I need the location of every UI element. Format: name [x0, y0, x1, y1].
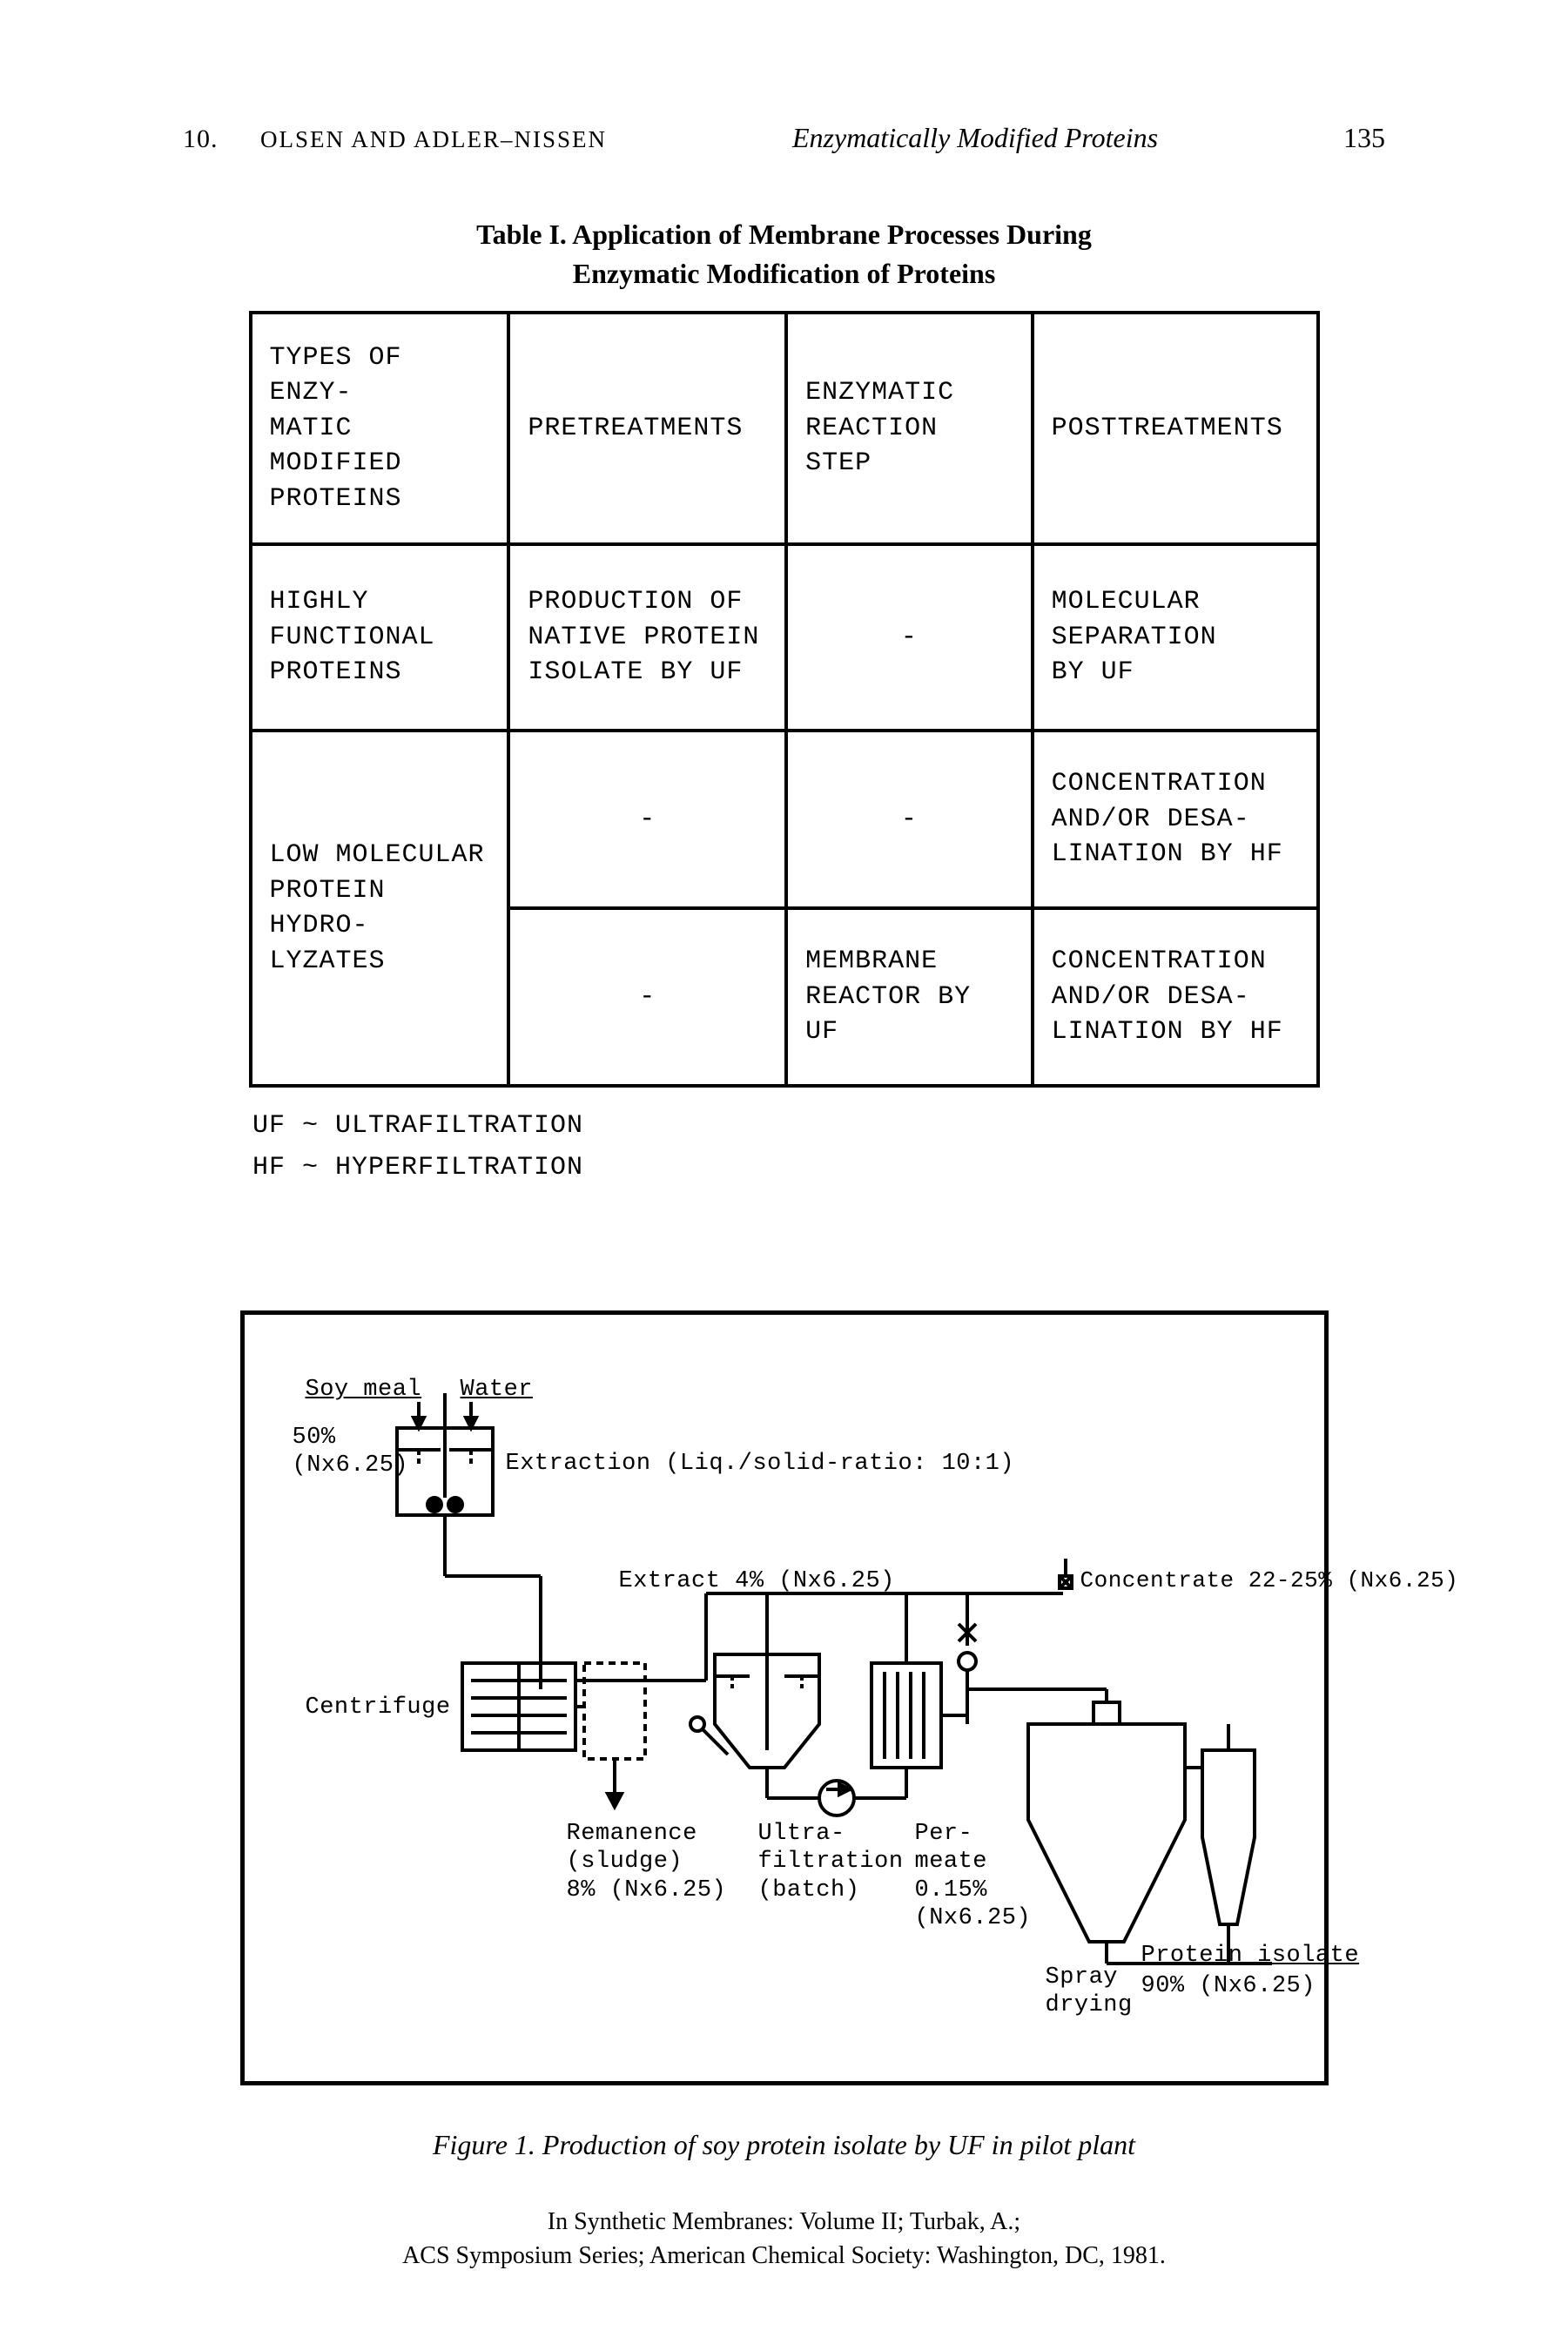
table-cell: -: [508, 908, 786, 1086]
label-extraction: Extraction (Liq./solid-ratio: 10:1): [506, 1450, 1015, 1478]
legend-uf: UF ~ ULTRAFILTRATION: [252, 1105, 1385, 1147]
table-cell: -: [786, 544, 1033, 731]
table-cell: MEMBRANEREACTOR BYUF: [786, 908, 1033, 1086]
label-spray: Spraydrying: [1046, 1964, 1133, 2020]
col-header-types: TYPES OF ENZY-MATIC MODIFIEDPROTEINS: [251, 313, 509, 545]
label-centrifuge: Centrifuge: [306, 1694, 451, 1721]
page-header: 10. OLSEN AND ADLER–NISSEN Enzymatically…: [183, 122, 1385, 154]
table-cell: -: [508, 731, 786, 908]
membrane-processes-table: TYPES OF ENZY-MATIC MODIFIEDPROTEINS PRE…: [249, 311, 1320, 1088]
label-uf: Ultra-filtration(batch): [758, 1820, 904, 1904]
label-concentrate: Concentrate 22-25% (Nx6.25): [1080, 1567, 1459, 1594]
col-header-reaction: ENZYMATICREACTION STEP: [786, 313, 1033, 545]
label-isolate-pct: 90% (Nx6.25): [1141, 1972, 1316, 2000]
running-title: Enzymatically Modified Proteins: [792, 122, 1158, 154]
table-caption: Table I. Application of Membrane Process…: [183, 215, 1385, 293]
process-flow-diagram: Soy meal Water 50%(Nx6.25) Extraction (L…: [240, 1310, 1329, 2085]
legend-hf: HF ~ HYPERFILTRATION: [252, 1147, 1385, 1189]
label-water: Water: [461, 1376, 534, 1404]
table-cell: HIGHLYFUNCTIONALPROTEINS: [251, 544, 509, 731]
label-remanence: Remanence(sludge)8% (Nx6.25): [567, 1820, 727, 1904]
table-cell: MOLECULARSEPARATIONBY UF: [1033, 544, 1318, 731]
label-permeate: Per-meate0.15%(Nx6.25): [915, 1820, 1032, 1933]
label-soy-meal: Soy meal: [306, 1376, 422, 1404]
figure-caption: Figure 1. Production of soy protein isol…: [183, 2129, 1385, 2161]
table-cell: PRODUCTION OFNATIVE PROTEINISOLATE BY UF: [508, 544, 786, 731]
table-cell: -: [786, 731, 1033, 908]
footer-line2: ACS Symposium Series; American Chemical …: [0, 2239, 1568, 2273]
page-number: 135: [1343, 122, 1385, 154]
table-cell: LOW MOLECULARPROTEIN HYDRO-LYZATES: [251, 731, 509, 1086]
table-legend: UF ~ ULTRAFILTRATION HF ~ HYPERFILTRATIO…: [252, 1105, 1385, 1189]
authors: OLSEN AND ADLER–NISSEN: [260, 126, 607, 152]
label-extract4: Extract 4% (Nx6.25): [619, 1567, 895, 1595]
col-header-posttreatments: POSTTREATMENTS: [1033, 313, 1318, 545]
footer-line1: In Synthetic Membranes: Volume II; Turba…: [0, 2205, 1568, 2239]
page-footer: In Synthetic Membranes: Volume II; Turba…: [0, 2205, 1568, 2273]
table-caption-line2: Enzymatic Modification of Proteins: [573, 258, 996, 289]
label-50pct: 50%(Nx6.25): [293, 1424, 409, 1480]
col-header-pretreatments: PRETREATMENTS: [508, 313, 786, 545]
table-caption-line1: Table I. Application of Membrane Process…: [476, 219, 1092, 250]
chapter-number: 10.: [183, 125, 219, 153]
table-cell: CONCENTRATIONAND/OR DESA-LINATION BY HF: [1033, 908, 1318, 1086]
label-isolate: Protein isolate: [1141, 1942, 1360, 1970]
table-cell: CONCENTRATIONAND/OR DESA-LINATION BY HF: [1033, 731, 1318, 908]
